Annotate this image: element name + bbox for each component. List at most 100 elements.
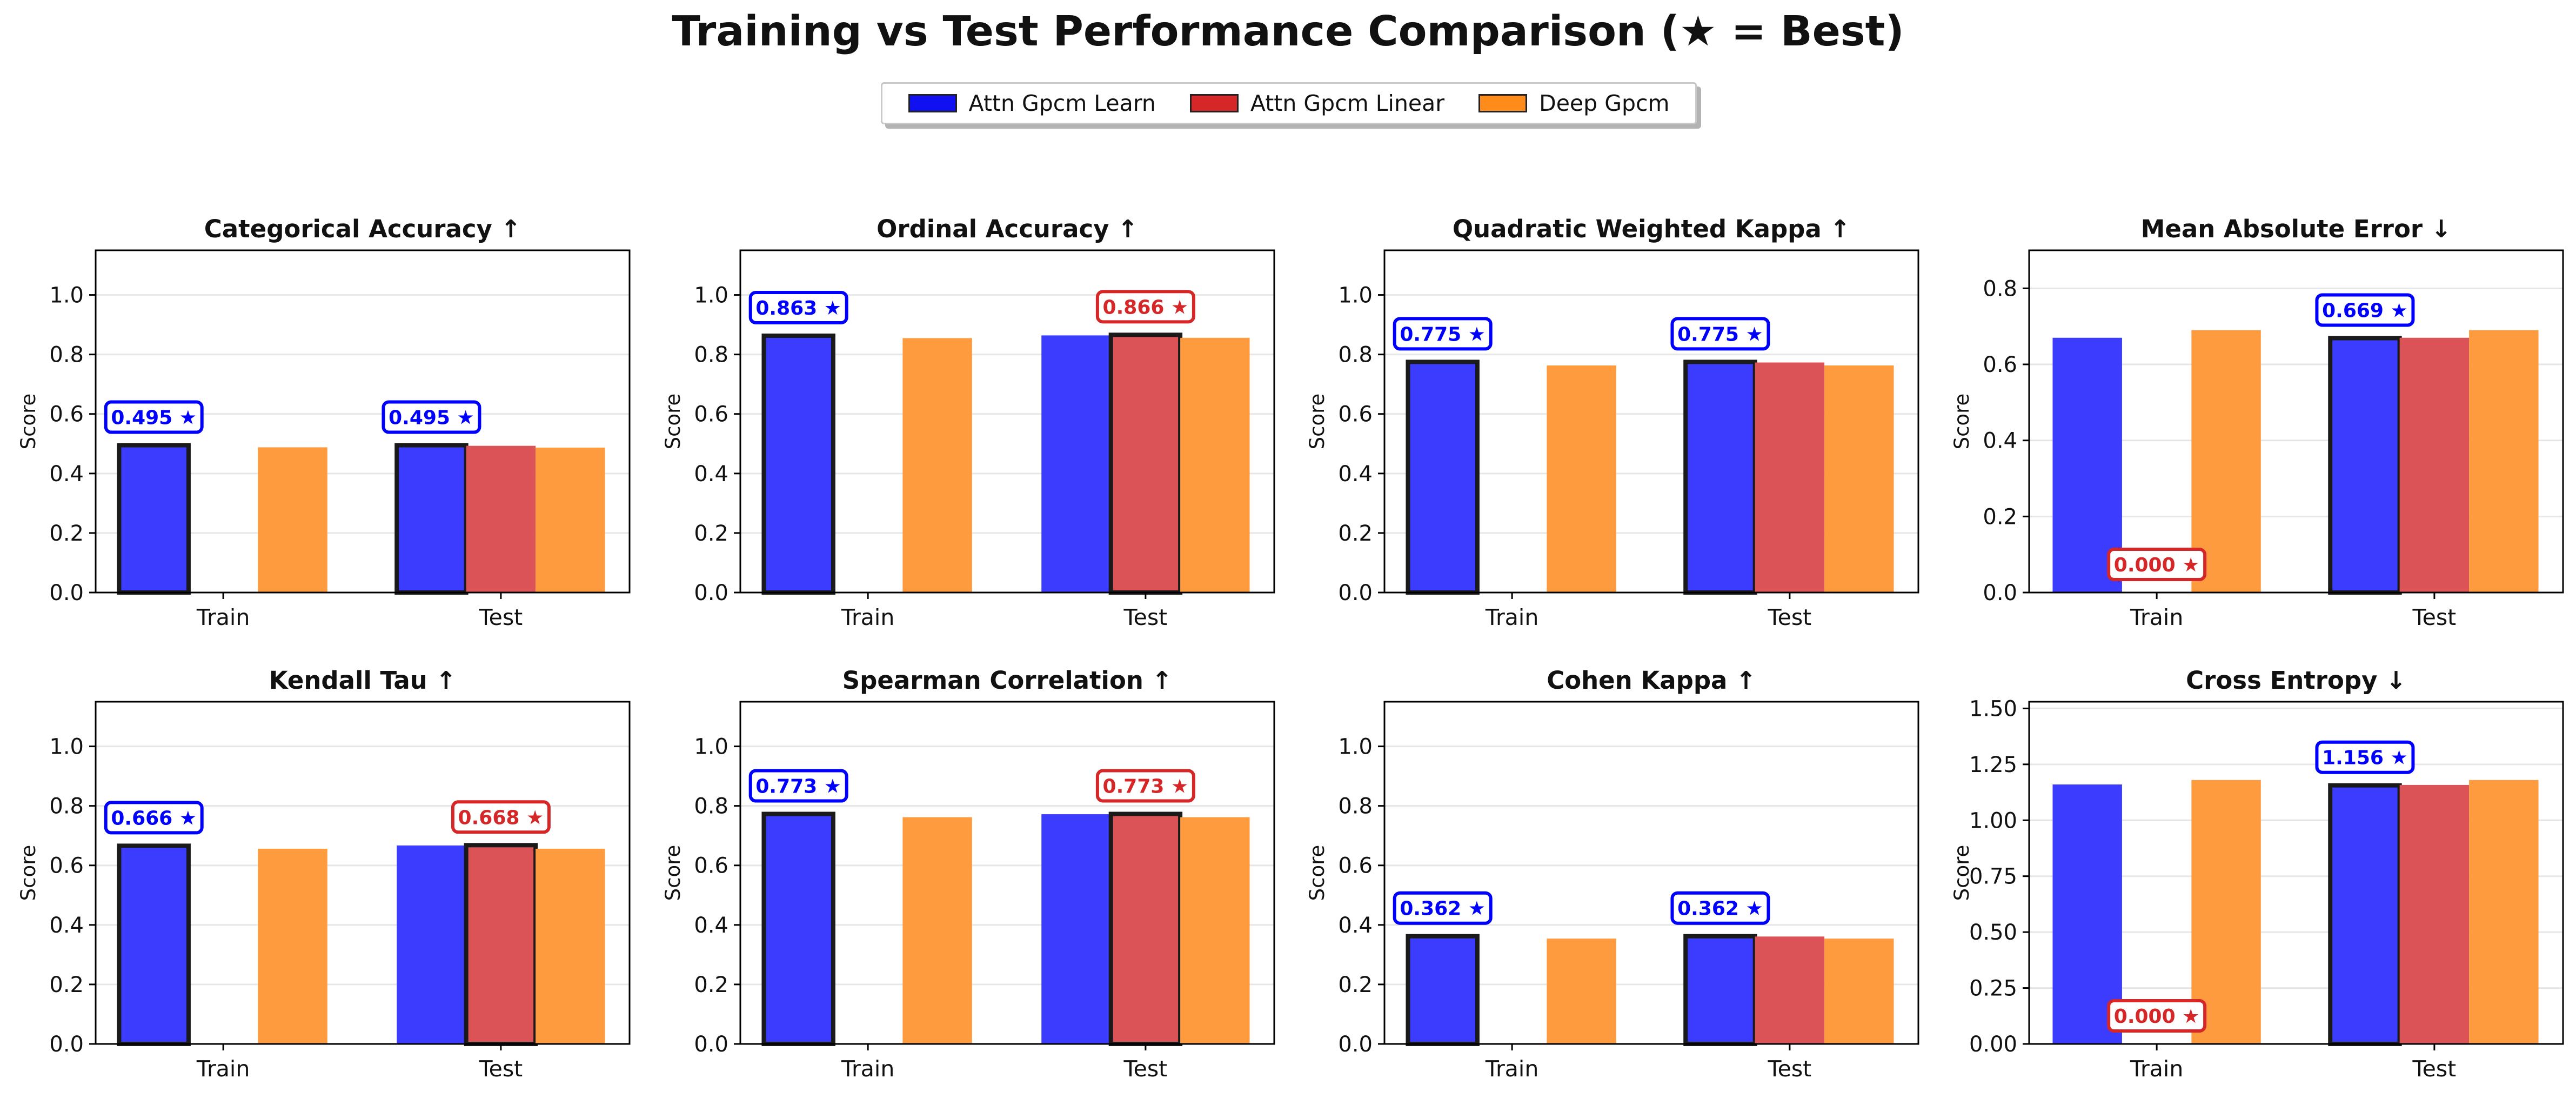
y-tick-label: 0.6: [49, 854, 84, 879]
best-value-label: 0.362 ★: [1400, 898, 1486, 920]
y-tick-label: 1.0: [49, 283, 84, 308]
subplot-title: Spearman Correlation ↑: [842, 666, 1173, 695]
x-tick-label: Train: [2130, 1056, 2183, 1082]
y-tick-label: 0.6: [49, 402, 84, 427]
plot-frame: [1383, 249, 1919, 594]
y-tick-label: 0.0: [49, 581, 84, 605]
legend: Attn Gpcm Learn Attn Gpcm Linear Deep Gp…: [881, 82, 1697, 124]
y-tick-label: 0.8: [694, 794, 728, 819]
y-axis-label: Score: [661, 845, 685, 901]
y-axis-label: Score: [1950, 845, 1973, 901]
x-tick-label: Test: [2412, 1056, 2457, 1082]
legend-label: Deep Gpcm: [1539, 90, 1670, 116]
plot-frame: [739, 701, 1275, 1045]
legend-swatch: [1189, 94, 1239, 112]
bar: [1108, 811, 1183, 1046]
best-value-box: [1095, 769, 1195, 803]
bar: [1180, 817, 1250, 1044]
x-tick-label: Test: [1123, 1056, 1168, 1082]
y-tick-label: 1.0: [694, 735, 728, 760]
best-value-box: [1393, 891, 1493, 925]
best-value-label: 0.000 ★: [2114, 1006, 2200, 1028]
y-tick-label: 0.8: [1338, 343, 1373, 368]
y-axis-label: Score: [17, 845, 40, 901]
y-tick-label: 0.0: [1338, 581, 1373, 605]
bar: [2399, 784, 2470, 1044]
best-value-box: [104, 801, 204, 835]
bar: [761, 811, 835, 1046]
x-tick-label: Test: [2412, 604, 2457, 630]
y-tick-label: 1.0: [694, 283, 728, 308]
best-value-box: [104, 400, 204, 434]
bar: [761, 333, 835, 595]
bar: [1180, 337, 1250, 593]
y-tick-label: 0.2: [1338, 521, 1373, 546]
bar: [1824, 365, 1894, 593]
y-tick-label: 1.0: [1338, 283, 1373, 308]
x-tick-label: Test: [479, 1056, 523, 1082]
y-tick-label: 1.0: [1338, 735, 1373, 760]
x-tick-label: Test: [479, 604, 523, 630]
bar: [117, 843, 191, 1046]
best-value-box: [2107, 999, 2207, 1033]
plot-frame: [95, 701, 631, 1045]
legend-label: Attn Gpcm Linear: [1250, 90, 1445, 116]
y-tick-label: 0.25: [1969, 976, 2017, 1001]
subplot-title: Ordinal Accuracy ↑: [876, 215, 1138, 243]
bar: [1406, 360, 1480, 595]
best-value-box: [2107, 548, 2207, 581]
best-value-box: [451, 800, 551, 834]
legend-swatch: [908, 94, 957, 112]
bar: [117, 443, 191, 595]
bar: [1547, 365, 1616, 593]
best-value-label: 0.866 ★: [1103, 296, 1189, 318]
bar: [394, 443, 469, 595]
best-value-label: 0.669 ★: [2322, 300, 2408, 322]
y-tick-label: 0.75: [1969, 864, 2017, 889]
y-tick-label: 0.2: [49, 973, 84, 997]
y-tick-label: 1.50: [1969, 696, 2017, 721]
y-axis-label: Score: [1306, 394, 1329, 450]
bar: [1108, 332, 1183, 595]
bar: [2469, 780, 2539, 1044]
x-tick-label: Train: [196, 604, 250, 630]
y-tick-label: 0.2: [49, 521, 84, 546]
best-value-box: [1095, 290, 1195, 324]
y-tick-label: 1.25: [1969, 753, 2017, 777]
y-tick-label: 0.8: [49, 794, 84, 819]
y-tick-label: 0.0: [1983, 581, 2017, 605]
bar: [902, 817, 972, 1044]
y-tick-label: 0.50: [1969, 920, 2017, 945]
plot-frame: [739, 249, 1275, 594]
subplot-title: Categorical Accuracy ↑: [204, 215, 521, 243]
legend-swatch: [1478, 94, 1528, 112]
legend-item: Deep Gpcm: [1478, 90, 1670, 116]
best-value-box: [1670, 891, 1770, 925]
x-tick-label: Train: [196, 1056, 250, 1082]
best-value-label: 0.362 ★: [1677, 898, 1763, 920]
best-value-label: 0.666 ★: [111, 807, 197, 829]
x-tick-label: Train: [2130, 604, 2183, 630]
best-value-box: [2315, 293, 2415, 327]
bar: [1755, 362, 1825, 593]
best-value-box: [748, 290, 848, 324]
y-tick-label: 0.8: [49, 343, 84, 368]
y-tick-label: 0.0: [1338, 1032, 1373, 1057]
bar: [1683, 360, 1757, 595]
best-value-box: [2315, 740, 2415, 774]
bar: [536, 848, 605, 1044]
y-tick-label: 0.2: [694, 973, 728, 997]
y-axis-label: Score: [1950, 394, 1973, 450]
y-tick-label: 1.0: [49, 735, 84, 760]
bar: [1683, 934, 1757, 1046]
best-value-box: [382, 400, 481, 434]
best-value-box: [1393, 317, 1493, 351]
best-value-label: 0.775 ★: [1400, 323, 1486, 345]
y-tick-label: 0.0: [694, 1032, 728, 1057]
plot-frame: [95, 249, 631, 594]
best-value-label: 0.775 ★: [1677, 323, 1763, 345]
y-tick-label: 0.0: [49, 1032, 84, 1057]
bar: [258, 447, 327, 593]
legend-label: Attn Gpcm Learn: [968, 90, 1156, 116]
subplot-title: Cohen Kappa ↑: [1547, 666, 1756, 695]
